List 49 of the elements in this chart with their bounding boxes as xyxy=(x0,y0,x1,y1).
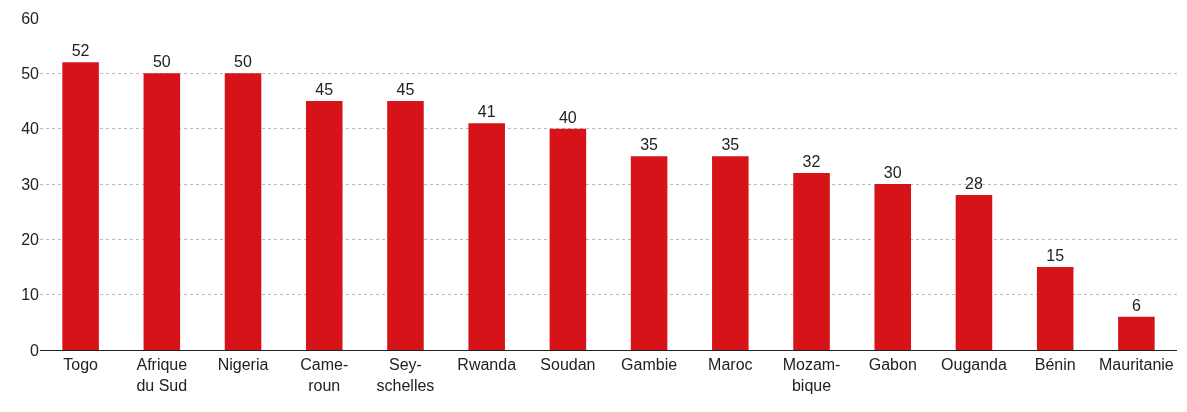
bar xyxy=(630,156,668,350)
bar xyxy=(143,73,181,350)
x-tick-label: Bénin xyxy=(1034,356,1076,374)
data-label: 32 xyxy=(802,152,821,170)
data-label: 45 xyxy=(396,81,415,98)
x-tick-label: Togo xyxy=(63,356,99,374)
x-tick-label: Sey- schelles xyxy=(376,356,435,394)
data-label: 15 xyxy=(1046,247,1065,264)
x-tick-label: Rwanda xyxy=(457,356,517,374)
x-tick-label: Mauritanie xyxy=(1099,356,1174,374)
x-tick-label: Maroc xyxy=(708,356,753,374)
data-label: 6 xyxy=(1131,296,1141,314)
bar xyxy=(224,73,262,350)
data-label: 35 xyxy=(640,136,659,154)
x-tick-label: Soudan xyxy=(540,356,596,374)
data-label: 35 xyxy=(721,136,740,154)
data-label: 28 xyxy=(965,175,983,193)
bar xyxy=(62,62,99,350)
bar xyxy=(955,195,993,350)
bar xyxy=(874,184,912,350)
data-label: 50 xyxy=(234,53,252,71)
bar xyxy=(387,101,424,350)
x-tick-label: Came- roun xyxy=(300,356,349,394)
x-tick-label: Gambie xyxy=(621,356,678,374)
y-tick-label: 0 xyxy=(30,341,40,359)
y-tick-label: 20 xyxy=(21,230,40,248)
data-label: 41 xyxy=(477,103,496,121)
data-label: 30 xyxy=(883,164,902,181)
data-label: 50 xyxy=(152,53,171,71)
y-tick-label: 10 xyxy=(21,286,40,304)
bar xyxy=(549,128,587,350)
bar xyxy=(468,123,505,350)
data-label: 52 xyxy=(71,42,90,60)
y-tick-label: 40 xyxy=(21,120,40,138)
data-label: 40 xyxy=(558,108,577,126)
x-tick-label: Ouganda xyxy=(941,356,1007,374)
x-tick-label: Afrique du Sud xyxy=(136,356,188,394)
y-tick-label: 50 xyxy=(21,64,40,82)
y-tick-label: 60 xyxy=(21,9,40,27)
bar xyxy=(712,156,749,350)
bar xyxy=(305,101,343,350)
x-tick-label: Mozam- bique xyxy=(782,356,841,394)
bar xyxy=(793,172,830,350)
bar xyxy=(1118,316,1155,350)
y-tick-label: 30 xyxy=(21,175,40,193)
data-label: 45 xyxy=(315,81,334,98)
x-tick-label: Gabon xyxy=(868,356,917,374)
x-tick-label: Nigeria xyxy=(217,356,269,374)
bar xyxy=(1036,267,1074,350)
